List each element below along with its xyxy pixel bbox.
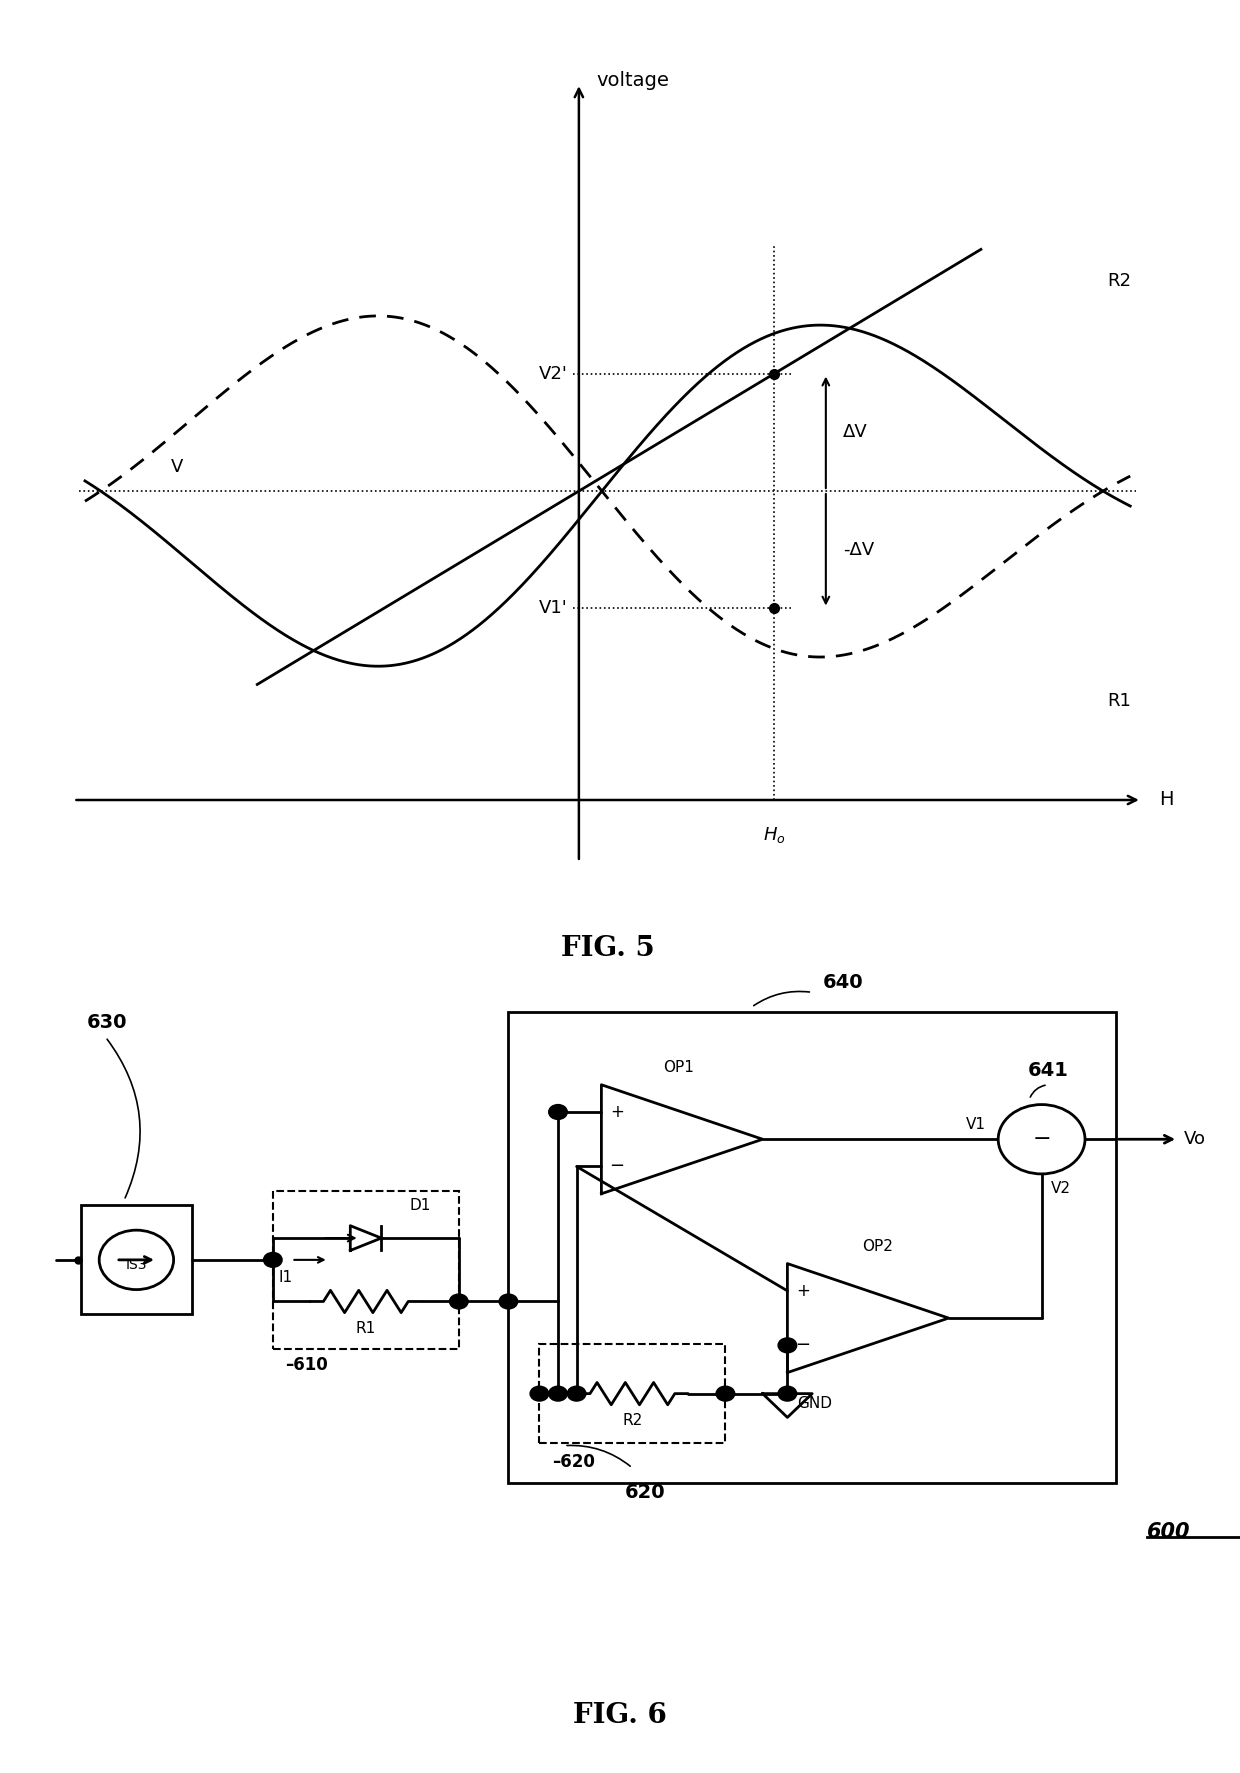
Text: V2': V2' bbox=[538, 365, 568, 383]
Circle shape bbox=[449, 1294, 469, 1308]
Circle shape bbox=[779, 1339, 796, 1353]
Text: 640: 640 bbox=[822, 973, 863, 991]
Circle shape bbox=[531, 1386, 548, 1401]
Circle shape bbox=[998, 1105, 1085, 1174]
Text: I1: I1 bbox=[279, 1269, 293, 1285]
Text: FIG. 5: FIG. 5 bbox=[560, 936, 655, 963]
Circle shape bbox=[549, 1386, 567, 1401]
Text: +: + bbox=[796, 1282, 810, 1300]
Text: Vo: Vo bbox=[1184, 1129, 1207, 1149]
Text: R2: R2 bbox=[622, 1413, 642, 1429]
Text: –620: –620 bbox=[552, 1454, 595, 1472]
Text: OP2: OP2 bbox=[862, 1239, 893, 1254]
Circle shape bbox=[549, 1105, 567, 1119]
Text: H: H bbox=[1159, 791, 1173, 810]
Text: −: − bbox=[795, 1337, 811, 1355]
Text: −: − bbox=[1032, 1129, 1052, 1149]
Text: R2: R2 bbox=[1107, 271, 1131, 291]
Text: $H_o$: $H_o$ bbox=[763, 824, 785, 844]
Text: V2: V2 bbox=[1052, 1181, 1071, 1197]
Text: 630: 630 bbox=[87, 1012, 128, 1032]
Text: OP1: OP1 bbox=[663, 1060, 694, 1074]
Bar bbox=[81, 1206, 192, 1314]
Text: R1: R1 bbox=[356, 1321, 376, 1337]
Text: –610: –610 bbox=[285, 1356, 327, 1374]
Text: −: − bbox=[609, 1158, 625, 1175]
Bar bbox=[539, 1344, 725, 1443]
Text: FIG. 6: FIG. 6 bbox=[573, 1702, 667, 1729]
Text: V: V bbox=[171, 457, 184, 477]
Circle shape bbox=[498, 1294, 518, 1308]
Text: 641: 641 bbox=[1028, 1060, 1068, 1080]
Text: ΔV: ΔV bbox=[843, 424, 868, 441]
Text: 620: 620 bbox=[625, 1482, 665, 1502]
Text: D1: D1 bbox=[409, 1199, 430, 1213]
Text: V1': V1' bbox=[538, 599, 568, 617]
Circle shape bbox=[779, 1386, 796, 1401]
Bar bbox=[508, 1012, 1116, 1482]
Text: GND: GND bbox=[797, 1395, 832, 1411]
Text: IS3: IS3 bbox=[125, 1257, 148, 1271]
Text: voltage: voltage bbox=[596, 71, 670, 90]
Circle shape bbox=[568, 1386, 585, 1401]
Text: +: + bbox=[610, 1103, 624, 1121]
Text: 600: 600 bbox=[1147, 1523, 1190, 1543]
Text: V1: V1 bbox=[966, 1117, 986, 1131]
Text: R1: R1 bbox=[1107, 691, 1131, 711]
Circle shape bbox=[263, 1252, 283, 1268]
Bar bbox=[273, 1190, 459, 1349]
Circle shape bbox=[717, 1386, 734, 1401]
Text: -ΔV: -ΔV bbox=[843, 541, 874, 558]
